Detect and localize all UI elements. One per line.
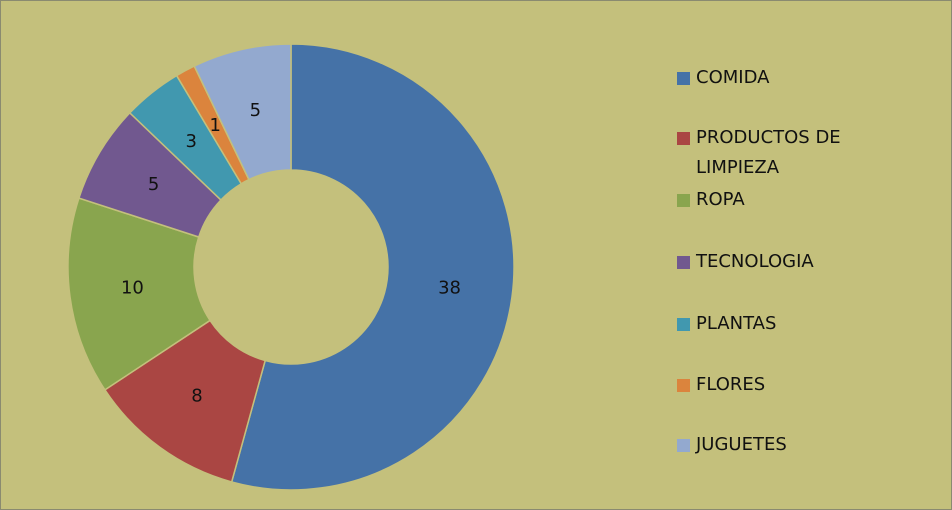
legend-item: TECNOLOGIA [677,247,877,277]
legend-label: PRODUCTOS DE LIMPIEZA [696,127,841,178]
data-label: 5 [250,100,261,121]
data-label: 10 [121,277,144,298]
data-label: 8 [191,385,202,406]
data-label: 3 [186,131,197,152]
legend-swatch [677,132,690,145]
legend-swatch [677,379,690,392]
data-label: 38 [438,277,461,298]
legend-swatch [677,318,690,331]
legend-label: JUGUETES [696,434,787,455]
legend-item: PRODUCTOS DE LIMPIEZA [677,123,877,183]
slice [193,43,292,181]
legend-swatch [677,72,690,85]
legend-label: ROPA [696,189,745,210]
data-label: 5 [148,174,159,195]
legend-label: FLORES [696,374,766,395]
legend-item: COMIDA [677,63,877,93]
data-label: 1 [209,115,220,136]
legend-label: TECNOLOGIA [696,251,814,272]
legend-item: PLANTAS [677,309,877,339]
legend-swatch [677,439,690,452]
legend-label: COMIDA [696,67,770,88]
legend-item: ROPA [677,185,877,215]
legend-item: JUGUETES [677,430,877,460]
legend-swatch [677,256,690,269]
legend-item: FLORES [677,370,877,400]
slice [67,197,212,391]
legend-swatch [677,194,690,207]
legend-label: PLANTAS [696,313,777,334]
slice [230,43,515,491]
